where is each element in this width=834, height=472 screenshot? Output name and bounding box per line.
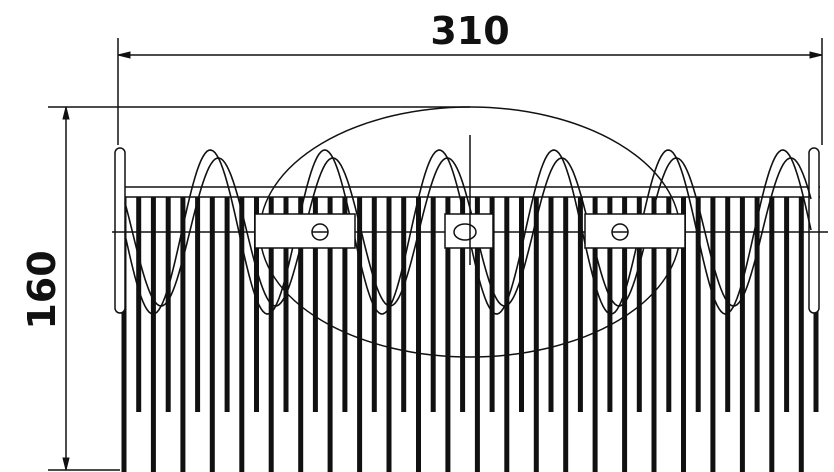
hanging-rod	[401, 197, 407, 412]
hanging-rod	[357, 197, 363, 472]
hanging-rod	[254, 197, 259, 412]
hanging-rod	[474, 197, 480, 472]
hanging-rod	[342, 197, 348, 412]
width-dimension	[117, 38, 823, 145]
hanging-rod	[268, 197, 274, 472]
hanging-rod	[710, 197, 716, 472]
hanging-rod	[784, 197, 790, 412]
hanging-rod	[651, 197, 657, 472]
hanging-rod	[371, 197, 377, 412]
hanging-rod	[445, 197, 451, 472]
hanging-rod	[592, 197, 598, 472]
hanging-rod	[386, 197, 392, 472]
hanging-rod	[327, 197, 333, 472]
hanging-rod	[195, 197, 201, 412]
hanging-rod	[224, 197, 230, 412]
hanging-rod	[725, 197, 731, 412]
hanging-rod	[150, 197, 156, 472]
right-end-bracket	[808, 147, 820, 314]
hanging-rod	[460, 197, 466, 412]
hanging-rod	[298, 197, 304, 472]
hanging-rod	[622, 197, 628, 472]
hanging-rod	[239, 197, 245, 472]
hanging-rod	[180, 197, 186, 472]
left-end-bracket	[114, 147, 126, 314]
hanging-rod	[681, 197, 686, 472]
hanging-rod	[165, 197, 171, 412]
width-dimension-label: 310	[430, 9, 509, 53]
hanging-rod	[136, 197, 142, 412]
hanging-rod	[548, 197, 554, 412]
hanging-rod	[489, 197, 495, 412]
hanging-rod	[769, 197, 775, 472]
lamp-socket-left	[254, 213, 356, 249]
lamp-socket-right	[584, 213, 686, 249]
hanging-rod	[636, 197, 642, 412]
hanging-rod	[416, 197, 421, 472]
hanging-rod	[754, 197, 760, 412]
hanging-rod	[283, 197, 289, 412]
wave-tube-line	[124, 157, 812, 307]
hanging-rod	[430, 197, 436, 412]
hanging-rod	[798, 197, 804, 472]
hanging-rod	[695, 197, 701, 412]
hanging-rod	[504, 197, 510, 472]
hanging-rod	[209, 197, 215, 472]
height-dimension	[48, 106, 470, 471]
height-dimension-label: 160	[20, 250, 64, 329]
hanging-rod	[607, 197, 613, 412]
hanging-rod	[739, 197, 745, 472]
hanging-rod	[519, 197, 524, 412]
hanging-rod	[121, 197, 127, 472]
hanging-rod	[312, 197, 318, 412]
lamp-socket-center	[444, 213, 494, 249]
hanging-rod	[533, 197, 539, 472]
hanging-rod	[577, 197, 583, 412]
hanging-rod	[666, 197, 672, 412]
hanging-rods	[121, 197, 819, 472]
top-frame	[120, 186, 820, 198]
hanging-rod	[563, 197, 569, 472]
